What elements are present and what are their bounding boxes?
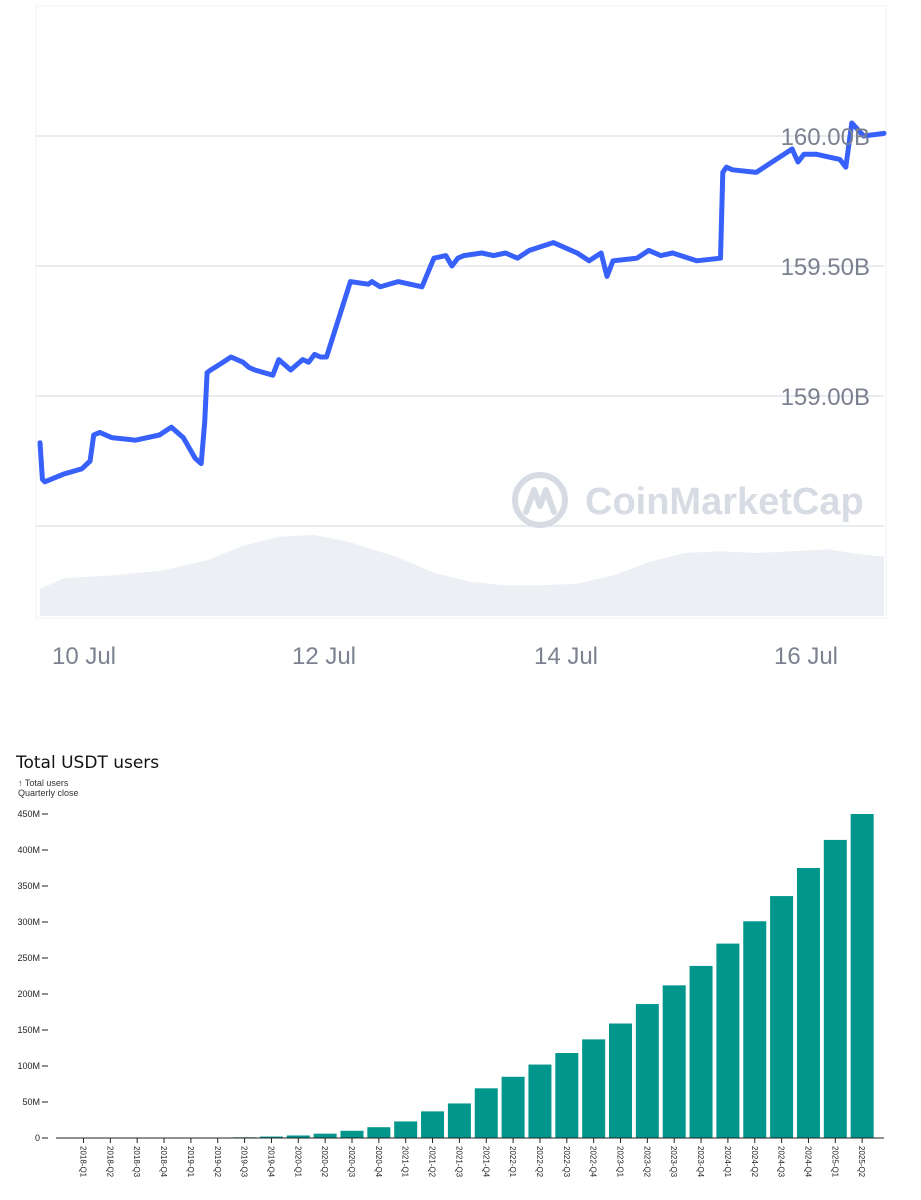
x-tick-label: 2024-Q4 xyxy=(803,1146,812,1178)
x-tick-label: 14 Jul xyxy=(534,643,598,670)
x-tick-label: 2022-Q3 xyxy=(562,1146,571,1178)
x-tick-label: 2023-Q2 xyxy=(642,1146,651,1178)
x-tick-label: 2018-Q4 xyxy=(159,1146,168,1178)
bar xyxy=(662,985,686,1138)
x-tick-label: 2024-Q3 xyxy=(777,1146,786,1178)
usdt-users-chart-card: Total USDT users ↑ Total users Quarterly… xyxy=(0,740,921,1200)
market-cap-line xyxy=(37,120,887,485)
market-cap-line-chart: CoinMarketCap 159.00B 159.50B 160.00B 10 J… xyxy=(35,5,887,670)
x-tick-label: 2019-Q1 xyxy=(186,1146,195,1178)
x-tick-label: 2019-Q4 xyxy=(266,1146,275,1178)
x-tick-label: 2021-Q3 xyxy=(454,1146,463,1178)
coinmarketcap-logo-icon xyxy=(512,472,568,528)
bar xyxy=(582,1039,606,1138)
x-tick-label: 2024-Q2 xyxy=(750,1146,759,1178)
bar xyxy=(447,1103,471,1138)
bar xyxy=(394,1121,418,1138)
chart-subtitle: Quarterly close xyxy=(18,788,79,798)
y-tick-label: 200M xyxy=(17,989,40,999)
x-tick-label: 2020-Q1 xyxy=(293,1146,302,1178)
x-tick-label: 2022-Q4 xyxy=(589,1146,598,1178)
bar xyxy=(796,868,820,1138)
bar xyxy=(689,965,713,1138)
y-tick-label: 350M xyxy=(17,881,40,891)
bar xyxy=(716,943,740,1138)
bar xyxy=(770,896,794,1138)
chart-title: Total USDT users xyxy=(15,753,159,773)
y-tick-label: 159.00B xyxy=(781,384,870,411)
x-tick-label: 10 Jul xyxy=(52,643,116,670)
y-tick-label: 150M xyxy=(17,1025,40,1035)
x-tick-label: 2018-Q3 xyxy=(132,1146,141,1178)
x-tick-label: 2020-Q4 xyxy=(374,1146,383,1178)
bar xyxy=(850,814,874,1138)
x-tick-label: 2018-Q1 xyxy=(79,1146,88,1178)
x-tick-label: 2025-Q2 xyxy=(857,1146,866,1178)
y-tick-label: 450M xyxy=(17,809,40,819)
bar xyxy=(259,1136,283,1138)
y-tick-label: 159.50B xyxy=(781,254,870,281)
bar xyxy=(635,1004,659,1138)
x-tick-label: 2019-Q3 xyxy=(240,1146,249,1178)
x-tick-label: 2023-Q4 xyxy=(696,1146,705,1178)
bar xyxy=(367,1127,391,1138)
bar xyxy=(340,1130,364,1138)
x-tick-label: 2020-Q3 xyxy=(347,1146,356,1178)
y-tick-label: 100M xyxy=(17,1061,40,1071)
bar xyxy=(555,1053,579,1138)
x-tick-label: 2024-Q1 xyxy=(723,1146,732,1178)
x-tick-label: 2021-Q2 xyxy=(428,1146,437,1178)
y-tick-label: 50M xyxy=(22,1097,40,1107)
bar xyxy=(313,1133,337,1138)
x-tick-label: 2018-Q2 xyxy=(105,1146,114,1178)
y-tick-label: 0 xyxy=(35,1133,40,1143)
bar xyxy=(528,1064,552,1138)
x-tick-label: 16 Jul xyxy=(774,643,838,670)
x-tick-label: 2022-Q2 xyxy=(535,1146,544,1178)
usdt-users-bar-chart: Total USDT users ↑ Total users Quarterly… xyxy=(15,753,884,1178)
x-tick-label: 2020-Q2 xyxy=(320,1146,329,1178)
y-tick-label: 160.00B xyxy=(781,124,870,151)
bar xyxy=(609,1023,632,1138)
bar xyxy=(286,1135,310,1138)
y-tick-label: 300M xyxy=(17,917,40,927)
y-axis-label: ↑ Total users xyxy=(18,778,69,788)
x-tick-label: 2023-Q1 xyxy=(616,1146,625,1178)
x-tick-label: 2021-Q4 xyxy=(481,1146,490,1178)
bar xyxy=(823,839,847,1138)
x-tick-label: 2023-Q3 xyxy=(669,1146,678,1178)
y-tick-label: 250M xyxy=(17,953,40,963)
x-tick-label: 2019-Q2 xyxy=(213,1146,222,1178)
plot-area xyxy=(35,5,887,619)
market-cap-chart-card: CoinMarketCap 159.00B 159.50B 160.00B 10 J… xyxy=(35,5,887,670)
bar xyxy=(743,921,767,1138)
x-tick-label: 2025-Q1 xyxy=(830,1146,839,1178)
watermark-text: CoinMarketCap xyxy=(585,481,864,523)
coinmarketcap-watermark: CoinMarketCap xyxy=(512,472,864,528)
volume-area xyxy=(40,535,884,616)
bar xyxy=(501,1076,525,1138)
x-tick-label: 12 Jul xyxy=(292,643,356,670)
bar xyxy=(474,1088,498,1138)
x-tick-label: 2021-Q1 xyxy=(401,1146,410,1178)
bar xyxy=(421,1111,445,1138)
x-tick-label: 2022-Q1 xyxy=(508,1146,517,1178)
y-tick-label: 400M xyxy=(17,845,40,855)
